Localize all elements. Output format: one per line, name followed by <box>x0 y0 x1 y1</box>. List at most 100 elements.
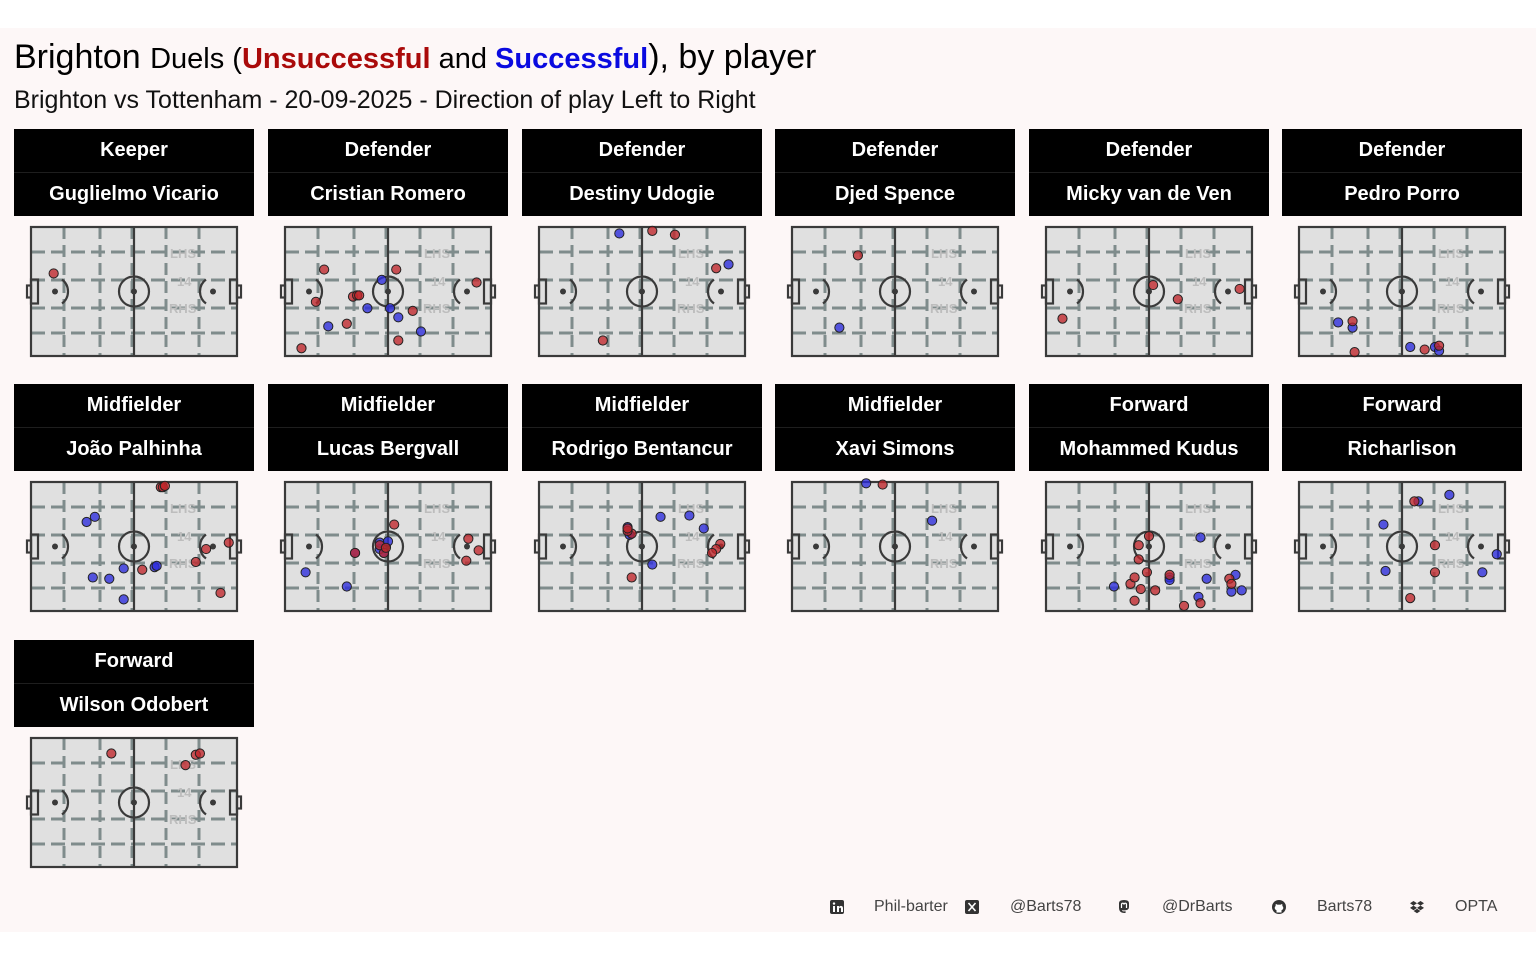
facet-position-label: Defender <box>268 129 508 172</box>
successful-duel-point <box>300 567 311 578</box>
pitch-label-mid: 14 <box>685 274 700 289</box>
mastodon-icon <box>1119 900 1129 913</box>
pitch-label-mid: 14 <box>431 274 446 289</box>
successful-duel-point <box>415 326 427 337</box>
unsuccessful-duel-point <box>48 268 59 279</box>
pitch-label-lhs: LHS <box>1185 501 1211 516</box>
unsuccessful-duel-point <box>349 547 361 559</box>
left-goal <box>279 284 287 299</box>
left-goal <box>533 284 541 299</box>
unsuccessful-duel-point <box>647 225 658 236</box>
pitch-markings <box>25 225 243 358</box>
facet-player-label: João Palhinha <box>14 427 254 471</box>
right-penalty-arc <box>198 533 207 560</box>
unsuccessful-duel-point <box>1347 316 1358 327</box>
unsuccessful-duel-point <box>706 547 718 559</box>
title-and: and <box>430 43 496 75</box>
duel-points <box>1378 489 1502 604</box>
centre-circle <box>878 530 912 563</box>
pitch-label-mid: 14 <box>177 274 192 289</box>
left-penalty-spot <box>1320 543 1326 550</box>
centre-spot <box>131 543 137 550</box>
title-close: ), <box>648 38 669 76</box>
unsuccessful-duel-point <box>473 545 484 556</box>
left-penalty-arc <box>1076 533 1085 560</box>
facet-player-label: Pedro Porro <box>1282 172 1522 216</box>
facet-player-label: Richarlison <box>1282 427 1522 471</box>
right-goal <box>1250 284 1258 299</box>
right-goal <box>996 539 1004 554</box>
right-goal <box>235 795 243 810</box>
title-word-duels: Duels <box>150 43 225 75</box>
right-penalty-arc <box>452 278 461 305</box>
unsuccessful-duel-point <box>1234 283 1245 295</box>
pitch-label-lhs: LHS <box>1438 246 1464 261</box>
successful-duel-point <box>1405 341 1416 353</box>
pitch-markings <box>25 736 243 869</box>
pitch-label-lhs: LHS <box>170 501 196 516</box>
right-penalty-spot <box>210 543 216 550</box>
left-goal <box>1040 539 1048 554</box>
left-penalty-spot <box>306 543 312 550</box>
pitch-label-lhs: LHS <box>170 246 196 261</box>
left-penalty-arc <box>569 533 578 560</box>
facet-position-label: Defender <box>1029 129 1269 172</box>
left-goal <box>25 539 33 554</box>
x-icon <box>965 900 979 914</box>
unsuccessful-duel-point <box>393 335 404 346</box>
unsuccessful-duel-point <box>626 572 637 583</box>
dropbox-icon <box>1410 901 1424 914</box>
successful-duel-point <box>1201 573 1212 584</box>
centre-spot <box>131 799 137 806</box>
successful-duel-point <box>89 511 100 522</box>
left-penalty-arc <box>61 278 70 305</box>
footer-credits: Phil-barter @Barts78 @DrBarts Barts78 OPTA <box>0 896 1536 920</box>
right-penalty-spot <box>971 543 977 550</box>
left-penalty-spot <box>52 288 58 295</box>
right-goal <box>743 284 751 299</box>
left-goal <box>1040 284 1048 299</box>
pitch-label-lhs: LHS <box>931 501 957 516</box>
facet-position-label: Defender <box>522 129 762 172</box>
successful-duel-point <box>323 321 334 332</box>
duel-points <box>48 268 59 279</box>
unsuccessful-duel-point <box>597 335 608 346</box>
right-penalty-spot <box>464 543 470 550</box>
successful-duel-point <box>1491 549 1502 560</box>
centre-spot <box>892 288 898 295</box>
unsuccessful-duel-point <box>180 759 191 771</box>
pitch-label-rhs: RHS <box>1184 556 1212 571</box>
pitch-label-lhs: LHS <box>424 501 450 516</box>
pitch-label-rhs: RHS <box>1437 556 1465 571</box>
facet-panel: Forward Richarlison LHS 14 RHS <box>1282 384 1522 626</box>
footer-credit-text: @DrBarts <box>1162 898 1233 915</box>
facet-panel: Defender Micky van de Ven LHS 14 RHS <box>1029 129 1269 371</box>
successful-duel-point <box>698 523 709 534</box>
centre-spot <box>639 288 645 295</box>
right-penalty-arc <box>959 278 968 305</box>
left-penalty-arc <box>61 789 70 816</box>
duel-points <box>834 250 864 333</box>
right-goal <box>235 284 243 299</box>
duel-points <box>106 748 206 771</box>
left-penalty-arc <box>1329 278 1338 305</box>
left-penalty-spot <box>560 288 566 295</box>
title-team: Brighton <box>14 38 141 76</box>
unsuccessful-duel-point <box>1148 279 1159 291</box>
facet-panel: Midfielder Lucas Bergvall LHS 14 RHS <box>268 384 508 626</box>
centre-spot <box>1399 543 1405 550</box>
right-goal <box>489 539 497 554</box>
facet-position-label: Defender <box>1282 129 1522 172</box>
right-penalty-spot <box>1225 288 1231 295</box>
successful-duel-point <box>151 560 162 571</box>
